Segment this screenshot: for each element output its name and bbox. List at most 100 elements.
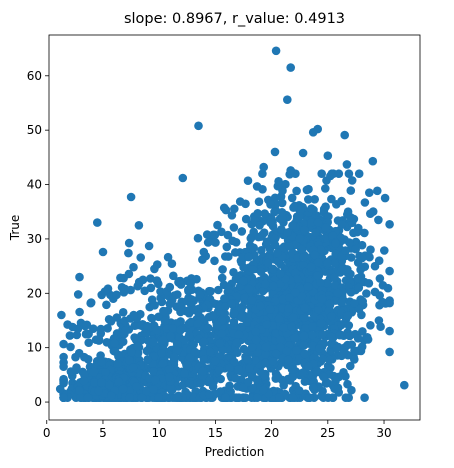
data-point <box>152 276 162 285</box>
data-point <box>227 299 236 309</box>
data-point <box>118 308 128 317</box>
data-point <box>210 256 219 266</box>
data-point <box>298 368 308 378</box>
data-point <box>334 169 344 178</box>
data-point <box>300 377 310 386</box>
data-point <box>231 248 240 257</box>
data-point <box>283 95 292 104</box>
data-point <box>272 372 282 382</box>
data-point <box>312 366 322 376</box>
data-point <box>266 200 275 209</box>
data-point <box>210 230 220 240</box>
data-point <box>248 384 257 393</box>
data-point <box>172 393 182 403</box>
data-point <box>234 330 244 339</box>
data-point <box>292 346 301 355</box>
data-point <box>244 284 254 294</box>
data-point <box>94 386 103 396</box>
data-point <box>80 352 89 362</box>
data-point <box>357 240 367 250</box>
data-point <box>206 347 215 357</box>
data-point <box>83 393 93 403</box>
data-point <box>317 330 327 339</box>
data-point <box>75 386 84 396</box>
data-point <box>354 283 364 293</box>
data-point <box>213 220 222 230</box>
data-point <box>234 365 243 374</box>
data-point <box>125 355 134 365</box>
data-point <box>251 335 261 345</box>
data-point <box>169 271 178 281</box>
data-point <box>105 380 114 390</box>
data-point <box>343 207 353 216</box>
data-point <box>278 214 287 223</box>
data-point <box>263 258 273 268</box>
data-point <box>261 342 271 352</box>
data-point <box>97 357 106 367</box>
data-point <box>385 266 394 276</box>
data-point <box>262 320 272 329</box>
data-point <box>341 246 350 255</box>
data-point <box>284 304 293 313</box>
x-tick-label: 10 <box>152 426 167 440</box>
data-point <box>308 322 318 331</box>
data-point <box>249 227 258 237</box>
data-point <box>84 338 93 348</box>
data-point <box>198 255 207 264</box>
data-point <box>220 294 229 303</box>
data-point <box>75 272 84 282</box>
data-point <box>362 289 371 298</box>
data-point <box>229 309 239 318</box>
data-point <box>302 185 312 195</box>
data-point <box>259 162 269 172</box>
data-point <box>284 355 293 365</box>
data-point <box>217 273 227 283</box>
data-point <box>288 221 297 230</box>
data-point <box>241 393 250 403</box>
x-tick-label: 15 <box>208 426 223 440</box>
data-point <box>103 324 112 333</box>
data-point <box>245 364 254 373</box>
data-point <box>266 218 275 227</box>
data-point <box>258 286 268 296</box>
data-point <box>134 221 144 230</box>
data-point <box>73 290 83 299</box>
data-point <box>295 234 305 243</box>
data-point <box>163 252 173 262</box>
data-point <box>335 330 345 340</box>
data-point <box>149 385 158 394</box>
data-point <box>149 367 158 376</box>
plot-frame <box>48 34 421 421</box>
data-point <box>86 298 95 308</box>
data-point <box>128 363 138 372</box>
data-point <box>287 322 296 332</box>
data-point <box>180 369 189 378</box>
data-point <box>326 363 335 373</box>
data-point <box>143 321 152 331</box>
data-point <box>261 358 270 368</box>
data-point <box>378 297 387 307</box>
data-point <box>292 186 301 196</box>
data-point <box>316 278 325 288</box>
x-tick-label: 0 <box>43 426 51 440</box>
data-point <box>327 311 336 321</box>
data-point <box>68 322 77 332</box>
data-point <box>116 273 125 283</box>
data-point <box>243 176 253 185</box>
data-point <box>365 188 374 197</box>
data-point <box>353 334 363 343</box>
data-point <box>274 314 284 324</box>
data-point <box>282 346 292 356</box>
data-point <box>222 242 232 252</box>
data-point <box>232 338 242 348</box>
data-point <box>239 383 248 393</box>
data-point <box>360 228 369 238</box>
data-point <box>184 379 194 388</box>
data-point <box>319 372 328 382</box>
data-point <box>97 378 106 387</box>
data-point <box>126 192 136 202</box>
data-point <box>317 391 326 401</box>
data-point <box>327 194 336 204</box>
data-point <box>186 317 196 327</box>
data-point <box>255 221 264 230</box>
